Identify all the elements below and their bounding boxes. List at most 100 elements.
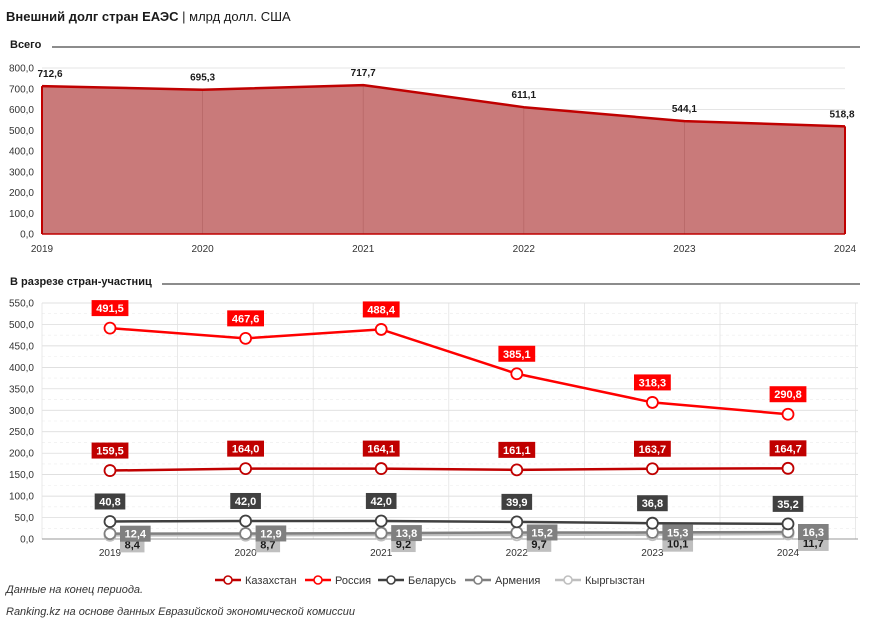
area-data-label: 695,3 <box>190 73 215 84</box>
area-y-tick-label: 300,0 <box>9 167 34 178</box>
area-y-tick-label: 400,0 <box>9 147 34 158</box>
line-data-label: 8,7 <box>260 539 275 551</box>
line-data-label: 9,2 <box>396 539 411 551</box>
area-x-tick-label: 2022 <box>513 244 536 255</box>
line-y-tick-label: 450,0 <box>9 341 34 352</box>
line-x-tick-label: 2021 <box>370 548 393 559</box>
line-data-label-box <box>362 440 400 457</box>
line-data-label: 12,9 <box>260 528 281 540</box>
line-data-label-box <box>634 440 671 457</box>
footer-source: Ranking.kz на основе данных Евразийской … <box>6 606 355 618</box>
line-data-label: 9,7 <box>531 539 546 551</box>
line-point <box>646 396 659 409</box>
area-x-tick-label: 2021 <box>352 244 375 255</box>
line-data-label-box <box>391 525 422 542</box>
line-data-label-box <box>769 386 807 403</box>
line-data-label: 11,7 <box>803 538 824 550</box>
line-x-tick-label: 2023 <box>641 548 664 559</box>
area-fill <box>42 85 845 235</box>
line-point <box>510 515 524 529</box>
line-point <box>781 407 795 421</box>
line-y-tick-label: 550,0 <box>9 299 34 310</box>
legend-marker <box>313 575 323 585</box>
section-title-total: Всего <box>10 39 42 51</box>
line-point <box>510 463 524 477</box>
area-y-tick-label: 500,0 <box>9 126 34 137</box>
line-point <box>374 462 388 475</box>
line-data-label: 318,3 <box>639 377 667 389</box>
line-point <box>646 516 659 530</box>
line-data-label-box <box>94 493 126 510</box>
line-data-label: 15,3 <box>667 527 688 539</box>
chart-header: Внешний долг стран ЕАЭС | млрд долл. США <box>6 9 291 24</box>
line-series-Россия <box>109 326 789 416</box>
line-data-label: 488,4 <box>367 304 395 316</box>
line-data-label-box <box>637 495 668 512</box>
line-point <box>646 462 659 476</box>
line-data-label: 36,8 <box>642 498 663 510</box>
legend-marker <box>563 575 573 585</box>
line-data-label-box <box>255 525 287 542</box>
line-data-label-box <box>501 493 533 510</box>
area-y-tick-label: 700,0 <box>9 84 34 95</box>
line-point <box>781 517 795 531</box>
area-x-tick-label: 2019 <box>31 244 54 255</box>
legend-label: Армения <box>495 575 540 587</box>
line-point <box>374 323 388 336</box>
line-data-label: 491,5 <box>96 303 124 315</box>
area-y-tick-label: 100,0 <box>9 209 34 220</box>
area-y-tick-label: 0,0 <box>20 230 34 241</box>
line-y-tick-label: 350,0 <box>9 384 34 395</box>
line-y-tick-label: 500,0 <box>9 320 34 331</box>
line-data-label: 12,4 <box>125 529 147 541</box>
area-data-label: 611,1 <box>512 90 537 101</box>
line-point <box>239 462 253 476</box>
line-data-label: 42,0 <box>235 496 256 508</box>
line-data-label-box <box>798 524 829 541</box>
line-data-label-box <box>498 441 536 458</box>
line-series-Казахстан <box>109 467 789 472</box>
area-data-label: 712,6 <box>37 69 62 80</box>
area-total-line <box>41 83 846 128</box>
line-data-label-box <box>120 525 151 542</box>
area-x-tick-label: 2024 <box>834 244 857 255</box>
legend-label: Россия <box>335 575 371 587</box>
legend-marker <box>223 575 233 585</box>
line-data-label: 15,2 <box>531 527 552 539</box>
area-data-label: 544,1 <box>672 104 697 115</box>
legend-marker <box>473 575 483 585</box>
line-data-label-box <box>498 345 536 362</box>
area-y-tick-label: 600,0 <box>9 105 34 116</box>
title-separator: | <box>182 9 186 24</box>
line-data-label: 163,7 <box>639 444 667 456</box>
legend-marker <box>386 575 396 585</box>
line-point <box>103 464 117 477</box>
chart-unit: млрд долл. США <box>189 9 291 24</box>
line-data-label: 290,8 <box>774 389 802 401</box>
line-point <box>374 514 388 528</box>
line-y-tick-label: 200,0 <box>9 449 34 460</box>
line-data-label-box <box>227 440 264 457</box>
line-point <box>103 321 117 335</box>
line-point <box>510 367 524 381</box>
line-data-label-box <box>634 374 671 391</box>
line-y-tick-label: 100,0 <box>9 492 34 503</box>
line-data-label: 35,2 <box>777 499 798 511</box>
legend-label: Беларусь <box>408 575 456 587</box>
line-point <box>239 527 253 540</box>
line-data-label: 42,0 <box>370 496 391 508</box>
line-point <box>781 461 795 475</box>
line-x-tick-label: 2020 <box>234 548 257 559</box>
line-data-label: 16,3 <box>803 527 824 539</box>
line-data-label-box <box>91 300 129 317</box>
line-point <box>239 331 253 345</box>
line-data-label-box <box>526 524 558 541</box>
area-data-label: 717,7 <box>351 68 376 79</box>
line-data-label: 164,1 <box>367 444 395 456</box>
line-series-Беларусь <box>109 519 789 526</box>
line-data-label: 39,9 <box>506 497 527 509</box>
line-x-tick-label: 2024 <box>777 548 800 559</box>
line-point <box>374 526 388 540</box>
line-x-tick-label: 2019 <box>99 548 122 559</box>
line-data-label: 8,4 <box>125 539 141 551</box>
